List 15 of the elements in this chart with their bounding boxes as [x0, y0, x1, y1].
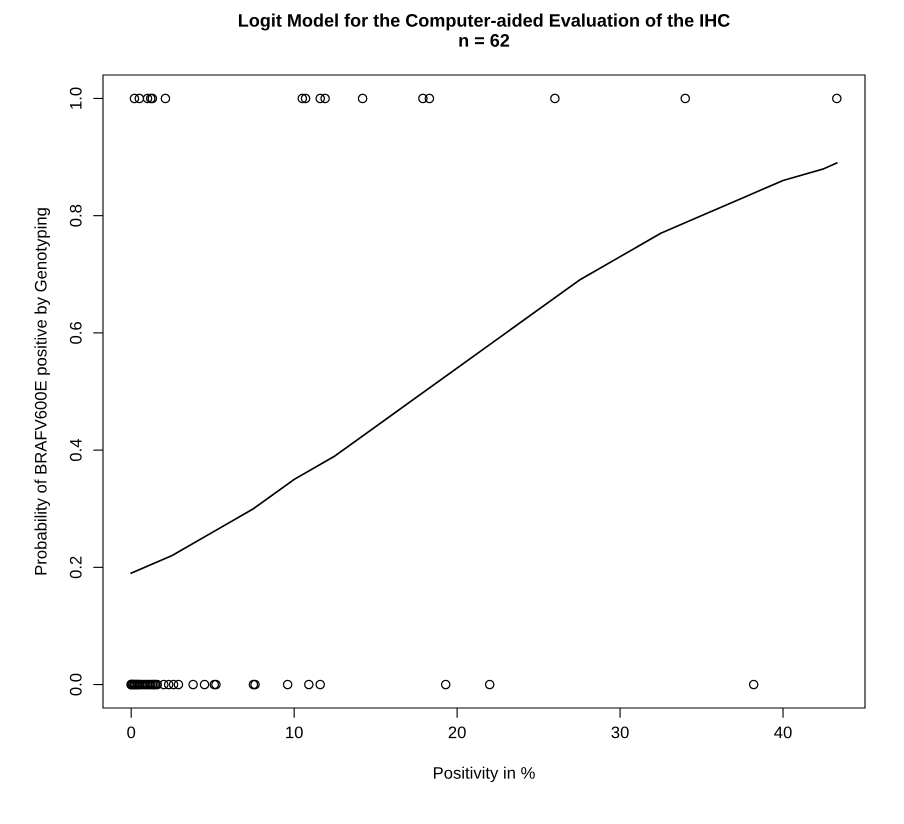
chart-title: Logit Model for the Computer-aided Evaluation of the IHC [238, 14, 730, 30]
x-tick-label: 10 [286, 726, 303, 738]
x-tick-label: 20 [448, 726, 466, 738]
x-tick-label: 0 [127, 726, 136, 738]
y-tick-label: 1.0 [70, 88, 82, 109]
y-tick-label: 0.0 [70, 674, 82, 696]
x-axis-title: Positivity in % [434, 766, 535, 782]
y-tick-label: 0.2 [70, 556, 82, 578]
x-tick-label: 40 [774, 726, 792, 738]
y-tick-label: 0.8 [70, 204, 82, 227]
chart-subtitle: n = 62 [459, 34, 510, 47]
y-tick-label: 0.4 [70, 439, 82, 462]
y-axis-title: Probability of BRAFV600E positive by Genotyping [34, 208, 50, 574]
y-tick-label: 0.6 [70, 322, 82, 344]
x-tick-label: 30 [611, 726, 629, 738]
